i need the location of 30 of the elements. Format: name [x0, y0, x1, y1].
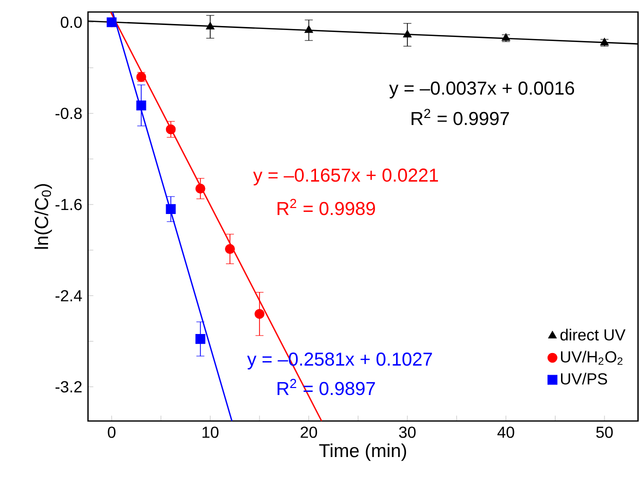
y-tick-label: -1.6 [56, 198, 82, 210]
point [403, 30, 412, 38]
x-tick-label: 0 [108, 426, 116, 438]
annotation: y = –0.0037x + 0.0016 [389, 82, 574, 98]
point [166, 124, 176, 134]
y-axis-title: ln(C/C$_{0}$) [34, 184, 52, 249]
point [206, 22, 215, 30]
x-axis-title: Time (min) [319, 444, 406, 461]
point [225, 244, 235, 254]
legend-label: UV/H$_{2}$O$_{2}$ [561, 350, 622, 365]
legend-label: UV/PS [561, 372, 608, 385]
y-tick-label: -3.2 [56, 381, 82, 392]
y-tick-label: -0.8 [56, 108, 82, 120]
x-tick-label: 20 [300, 426, 318, 438]
x-tick-label: 30 [399, 426, 416, 438]
x-tick-label: 10 [202, 426, 219, 438]
y-tick-label: -2.4 [56, 290, 82, 302]
point [166, 204, 176, 214]
point [195, 334, 206, 344]
point [136, 100, 146, 110]
point [304, 25, 314, 33]
annotation: y = –0.1657x + 0.0221 [253, 168, 438, 186]
x-tick-label: 50 [596, 426, 613, 438]
annotation: R$^{2}$ = 0.9989 [278, 198, 375, 216]
legend-label: direct UV [560, 328, 626, 341]
annotation: R$^{2}$ = 0.9997 [412, 108, 509, 126]
point [254, 308, 264, 319]
point [195, 184, 206, 194]
x-tick-label: 40 [497, 426, 514, 438]
y-tick-label: 0.0 [60, 16, 82, 28]
